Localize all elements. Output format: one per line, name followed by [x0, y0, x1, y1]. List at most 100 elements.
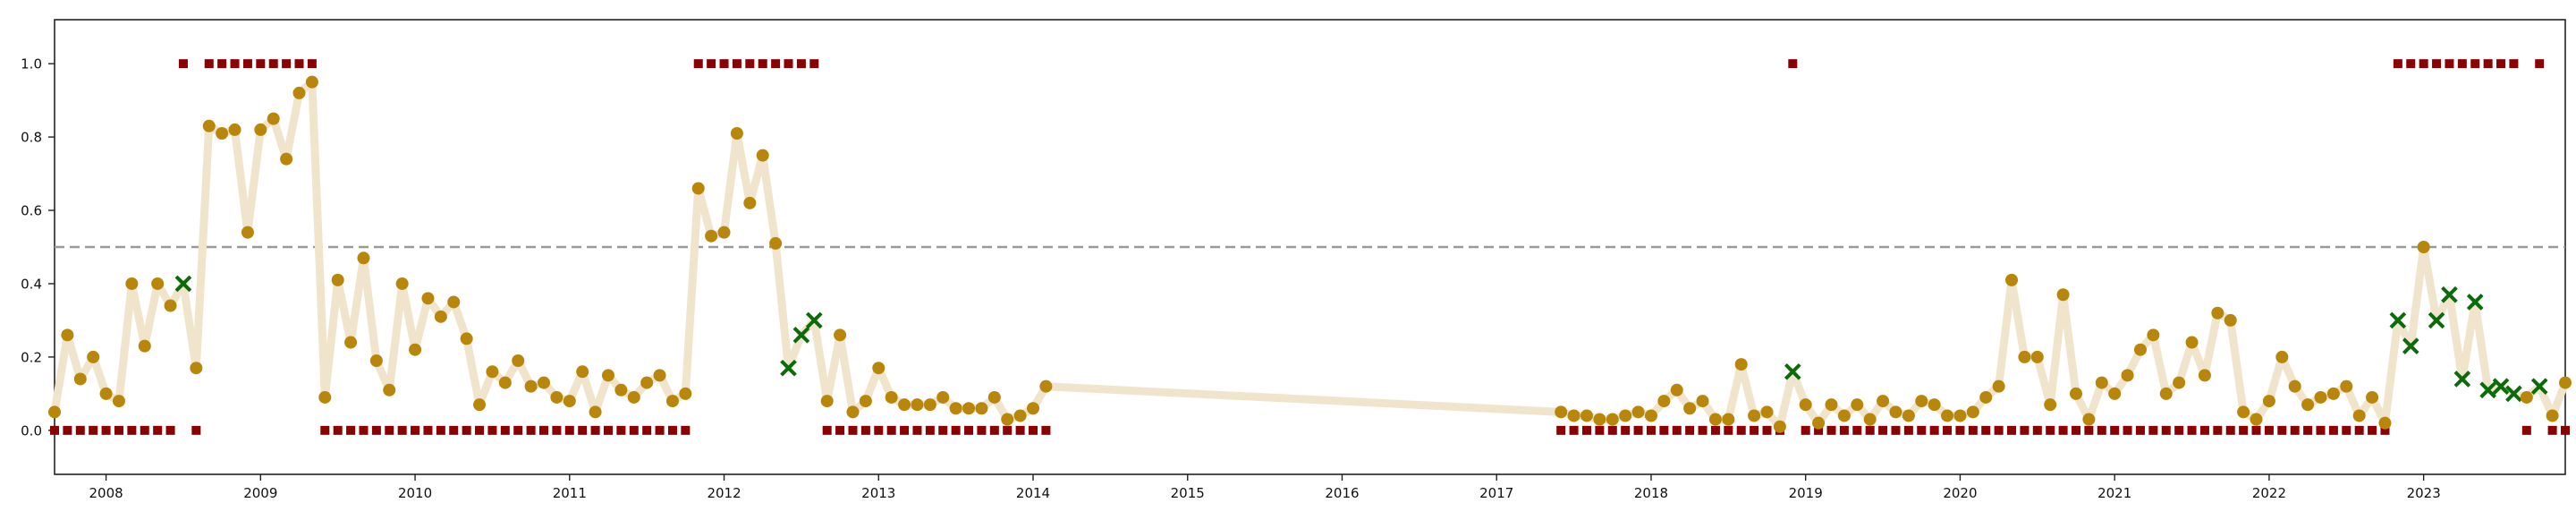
label-square — [1943, 425, 1953, 435]
score-point — [2559, 376, 2572, 389]
x-tick-label: 2012 — [707, 485, 741, 501]
label-square — [2020, 425, 2029, 435]
label-square — [397, 425, 407, 435]
score-point — [898, 398, 911, 412]
score-point — [1837, 409, 1851, 422]
label-square — [1826, 425, 1836, 435]
label-square — [63, 425, 72, 435]
label-square — [1903, 425, 1913, 435]
label-square — [900, 425, 910, 435]
score-point — [216, 127, 229, 140]
label-square — [487, 425, 497, 435]
score-point — [1027, 402, 1040, 415]
score-point — [975, 402, 988, 415]
label-square — [2097, 425, 2106, 435]
cross-point — [2389, 311, 2407, 329]
score-point — [254, 123, 267, 136]
label-square — [1685, 425, 1695, 435]
label-square — [165, 425, 175, 435]
cross-point — [2441, 286, 2458, 303]
score-point — [2237, 405, 2250, 419]
label-square — [1595, 425, 1605, 435]
score-point — [949, 402, 962, 415]
label-square — [513, 425, 523, 435]
score-point — [936, 390, 950, 404]
score-point — [1619, 409, 1632, 422]
label-square — [1981, 425, 1991, 435]
score-point — [2326, 387, 2340, 400]
score-point — [2301, 398, 2315, 412]
label-square — [2483, 59, 2493, 69]
label-square — [191, 425, 201, 435]
label-square — [1698, 425, 1707, 435]
label-square — [796, 59, 806, 69]
x-tick-label: 2014 — [1016, 485, 1050, 501]
label-square — [1839, 425, 1849, 435]
score-point — [923, 398, 936, 412]
label-square — [423, 425, 433, 435]
score-point — [2352, 409, 2366, 422]
score-point — [2082, 413, 2096, 426]
score-point — [512, 354, 525, 367]
score-point — [2056, 288, 2070, 302]
label-square — [578, 425, 588, 435]
score-point — [1606, 413, 1619, 426]
score-point — [756, 149, 769, 162]
label-square — [1659, 425, 1669, 435]
score-point — [1708, 413, 1722, 426]
score-point — [2224, 313, 2237, 327]
label-square — [1994, 425, 2004, 435]
score-point — [1979, 390, 1993, 404]
x-tick-label: 2018 — [1634, 485, 1668, 501]
label-square — [1762, 425, 1772, 435]
score-point — [1902, 409, 1915, 422]
score-point — [447, 295, 461, 309]
label-square — [874, 425, 884, 435]
label-square — [2521, 425, 2531, 435]
label-square — [2470, 59, 2480, 69]
x-tick-label: 2009 — [243, 485, 277, 501]
label-square — [2406, 59, 2416, 69]
score-point — [846, 405, 860, 419]
score-point — [1631, 405, 1645, 419]
label-square — [1621, 425, 1631, 435]
label-square — [2316, 425, 2326, 435]
score-point — [1760, 405, 1774, 419]
label-square — [230, 59, 240, 69]
label-square — [2187, 425, 2197, 435]
label-square — [1556, 425, 1566, 435]
score-point — [305, 75, 318, 89]
score-point — [1812, 416, 1826, 430]
score-point — [318, 390, 332, 404]
label-square — [50, 425, 59, 435]
label-square — [1607, 425, 1617, 435]
label-square — [1581, 425, 1591, 435]
score-point — [2250, 413, 2263, 426]
label-square — [1710, 425, 1720, 435]
label-square — [860, 425, 870, 435]
score-point — [524, 379, 538, 393]
score-point — [2314, 390, 2327, 404]
score-point — [589, 405, 602, 419]
score-point — [2044, 398, 2057, 412]
score-point — [1799, 398, 1812, 412]
score-point — [872, 362, 886, 375]
label-square — [526, 425, 536, 435]
label-square — [977, 425, 987, 435]
score-point — [267, 112, 280, 125]
score-point — [601, 369, 614, 382]
cross-point — [2453, 371, 2471, 388]
label-square — [500, 425, 510, 435]
label-square — [2547, 425, 2557, 435]
label-square — [693, 59, 703, 69]
score-point — [1953, 409, 1967, 422]
label-square — [1929, 425, 1939, 435]
label-square — [411, 425, 420, 435]
label-square — [153, 425, 163, 435]
score-point — [460, 332, 473, 345]
x-tick-label: 2016 — [1325, 485, 1359, 501]
x-tick-label: 2011 — [553, 485, 587, 501]
score-point — [1928, 398, 1941, 412]
score-point — [627, 390, 640, 404]
score-point — [743, 196, 757, 209]
